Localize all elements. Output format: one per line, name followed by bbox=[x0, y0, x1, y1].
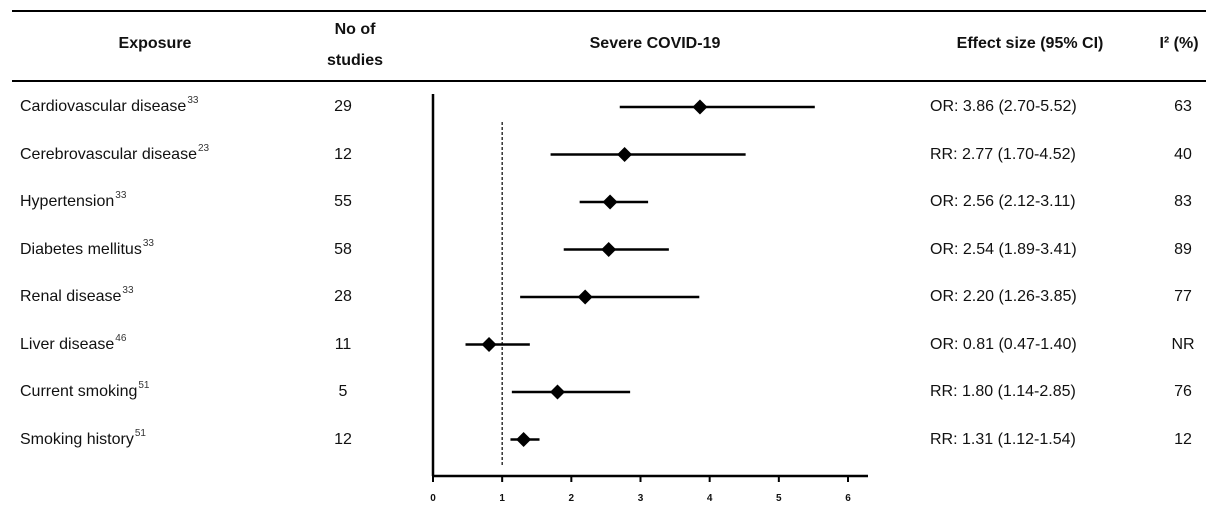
i2-value: 89 bbox=[1174, 240, 1192, 258]
reference-number: 33 bbox=[187, 95, 199, 106]
estimate-marker bbox=[602, 194, 618, 210]
x-tick-label: 0 bbox=[430, 493, 436, 504]
reference-number: 33 bbox=[122, 285, 134, 296]
effect-size-value: OR: 2.54 (1.89-3.41) bbox=[930, 240, 1077, 258]
exposure-label: Smoking history bbox=[20, 430, 134, 448]
x-tick-label: 6 bbox=[845, 493, 851, 504]
effect-size-value: OR: 2.20 (1.26-3.85) bbox=[930, 288, 1077, 305]
header-exposure: Exposure bbox=[118, 35, 192, 52]
estimate-marker bbox=[550, 384, 565, 400]
x-tick-label: 2 bbox=[569, 493, 575, 504]
estimate-marker bbox=[601, 242, 617, 257]
estimate-marker bbox=[577, 289, 593, 305]
exposure-label: Cardiovascular disease bbox=[20, 98, 187, 115]
header-studies-line1: No of bbox=[334, 21, 376, 38]
exposure-label: Renal disease bbox=[20, 288, 122, 305]
effect-size-value: OR: 0.81 (0.47-1.40) bbox=[930, 335, 1077, 353]
studies-count: 12 bbox=[334, 430, 352, 448]
i2-value: 12 bbox=[1174, 430, 1192, 448]
estimate-marker bbox=[617, 147, 633, 162]
reference-number: 33 bbox=[115, 190, 127, 201]
exposure-cell: Hypertension33 bbox=[20, 190, 127, 211]
header-rule bbox=[12, 80, 1206, 82]
exposure-label: Cerebrovascular disease bbox=[20, 145, 197, 163]
effect-size-value: RR: 2.77 (1.70-4.52) bbox=[930, 145, 1076, 163]
exposure-cell: Current smoking51 bbox=[20, 380, 150, 401]
estimate-marker bbox=[692, 99, 708, 115]
reference-number: 23 bbox=[197, 142, 210, 154]
effect-size-value: RR: 1.80 (1.14-2.85) bbox=[930, 383, 1076, 400]
x-tick-label: 3 bbox=[638, 493, 644, 504]
exposure-cell: Cerebrovascular disease23 bbox=[20, 142, 210, 164]
exposure-cell: Renal disease33 bbox=[20, 285, 134, 306]
exposure-cell: Diabetes mellitus33 bbox=[20, 237, 154, 259]
exposure-label: Current smoking bbox=[20, 383, 138, 400]
exposure-label: Hypertension bbox=[20, 193, 115, 210]
studies-count: 28 bbox=[334, 288, 352, 305]
i2-value: 76 bbox=[1174, 383, 1192, 400]
studies-count: 11 bbox=[334, 335, 352, 353]
estimate-marker bbox=[481, 337, 497, 352]
studies-count: 29 bbox=[334, 98, 352, 115]
exposure-cell: Liver disease46 bbox=[20, 332, 127, 354]
i2-value: 77 bbox=[1174, 288, 1192, 305]
x-tick-label: 1 bbox=[499, 493, 505, 504]
header-effect-size: Effect size (95% CI) bbox=[956, 35, 1104, 52]
i2-value: 63 bbox=[1174, 98, 1192, 115]
studies-count: 58 bbox=[334, 240, 352, 258]
header-i2: I² (%) bbox=[1159, 35, 1199, 52]
header-outcome: Severe COVID-19 bbox=[589, 35, 721, 52]
studies-count: 5 bbox=[338, 383, 348, 400]
exposure-cell: Smoking history51 bbox=[20, 427, 146, 449]
reference-number: 51 bbox=[138, 380, 150, 391]
studies-count: 55 bbox=[334, 193, 352, 210]
x-tick-label: 4 bbox=[707, 493, 713, 504]
effect-size-value: OR: 3.86 (2.70-5.52) bbox=[930, 98, 1077, 115]
studies-count: 12 bbox=[334, 145, 352, 163]
effect-size-value: RR: 1.31 (1.12-1.54) bbox=[930, 430, 1076, 448]
top-rule bbox=[12, 10, 1206, 12]
i2-value: 40 bbox=[1174, 145, 1192, 163]
reference-number: 33 bbox=[142, 237, 154, 249]
reference-number: 46 bbox=[115, 332, 127, 344]
i2-value: 83 bbox=[1174, 193, 1192, 210]
exposure-cell: Cardiovascular disease33 bbox=[20, 95, 199, 116]
x-tick-label: 5 bbox=[776, 493, 782, 504]
reference-number: 51 bbox=[134, 427, 146, 439]
estimate-marker bbox=[516, 432, 532, 447]
exposure-label: Liver disease bbox=[20, 335, 115, 353]
exposure-label: Diabetes mellitus bbox=[20, 240, 142, 258]
i2-value: NR bbox=[1171, 335, 1195, 353]
header-studies-line2: studies bbox=[326, 52, 383, 69]
effect-size-value: OR: 2.56 (2.12-3.11) bbox=[930, 193, 1076, 210]
